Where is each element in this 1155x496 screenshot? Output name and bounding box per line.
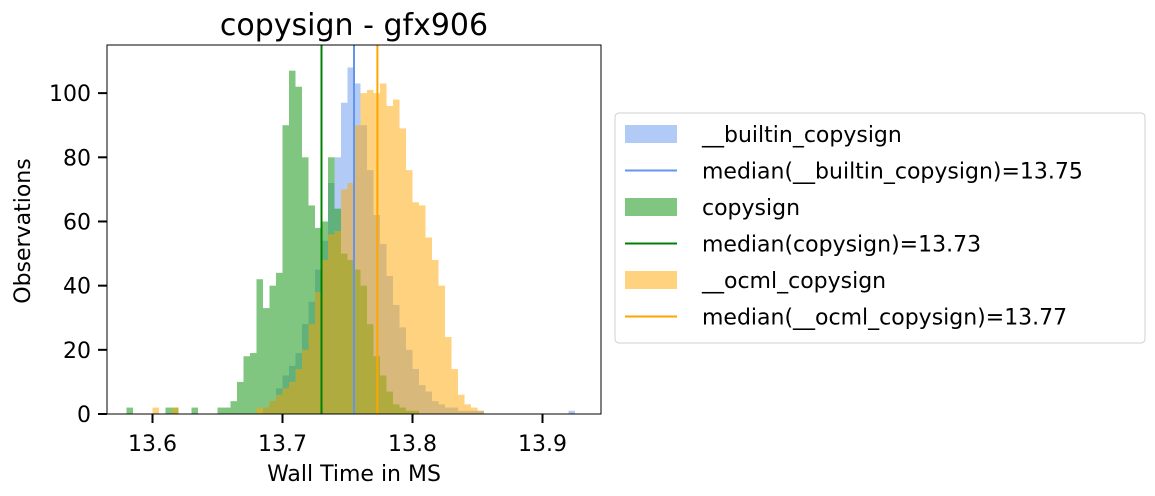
hist-bar <box>165 407 172 414</box>
legend-swatch <box>625 125 677 143</box>
hist-bar <box>230 401 237 414</box>
hist-bar <box>289 381 296 414</box>
hist-bar <box>347 182 354 414</box>
legend-item: median(copysign)=13.73 <box>625 233 981 258</box>
hist-bar <box>289 70 296 415</box>
hist-bar <box>217 407 224 414</box>
legend-label: median(copysign)=13.73 <box>702 233 981 258</box>
x-tick-label: 13.7 <box>258 432 307 457</box>
hist-bar <box>295 86 302 414</box>
hist-bar <box>477 410 484 414</box>
hist-bar <box>126 407 133 414</box>
hist-bar <box>256 407 263 414</box>
legend-frame <box>614 112 1146 344</box>
y-tick-label: 100 <box>49 82 91 107</box>
hist-bar <box>152 407 159 414</box>
hist-bar <box>360 93 367 414</box>
hist-bar <box>367 89 374 414</box>
legend-item: __builtin_copysign <box>625 123 902 148</box>
hist-bar <box>425 237 432 414</box>
hist-bar <box>269 285 276 414</box>
hist-bar <box>464 404 471 414</box>
legend-label: copysign <box>702 196 800 221</box>
x-tick-label: 13.6 <box>128 432 177 457</box>
hist-bar <box>250 353 257 414</box>
hist-bar <box>451 369 458 414</box>
hist-bar <box>419 205 426 414</box>
hist-bar <box>191 407 198 414</box>
x-axis: 13.6 13.7 13.8 13.9 <box>128 414 567 457</box>
plot-frame <box>106 44 602 415</box>
hist-bar <box>276 394 283 414</box>
legend-label: __builtin_copysign <box>701 123 902 148</box>
hist-bar <box>341 189 348 414</box>
hist-bar <box>321 259 328 414</box>
legend-label: median(__builtin_copysign)=13.75 <box>702 160 1083 185</box>
y-tick-label: 80 <box>63 146 91 171</box>
x-axis-label: Wall Time in MS <box>267 462 441 487</box>
legend-item: __ocml_copysign <box>625 269 886 294</box>
x-tick-label: 13.9 <box>518 432 567 457</box>
hist-bar <box>308 324 315 414</box>
hist-bar <box>432 259 439 414</box>
hist-bar <box>237 381 244 414</box>
legend-item: median(__builtin_copysign)=13.75 <box>625 160 1083 185</box>
hist-bar <box>282 125 289 414</box>
y-axis-label: Observations <box>11 158 36 303</box>
hist-bar <box>295 369 302 414</box>
x-tick-label: 13.8 <box>388 432 437 457</box>
hist-bar <box>263 407 270 414</box>
hist-bar <box>315 292 322 414</box>
hist-bar <box>256 279 263 414</box>
hist-bar <box>568 410 575 414</box>
legend-label: __ocml_copysign <box>701 269 886 294</box>
hist-bar <box>471 407 478 414</box>
hist-bar <box>276 272 283 414</box>
hist-bar <box>308 205 315 414</box>
hist-bar <box>386 105 393 415</box>
legend-swatch <box>625 198 677 216</box>
hist-bar <box>224 407 231 414</box>
hist-bar <box>302 349 309 414</box>
legend: __builtin_copysign median(__builtin_copys… <box>614 112 1146 344</box>
hist-bar <box>380 83 387 415</box>
hist-bar <box>172 407 179 414</box>
legend-item: copysign <box>625 196 800 221</box>
legend-item: median(__ocml_copysign)=13.77 <box>625 306 1067 331</box>
hist-bar <box>438 285 445 414</box>
hist-bar <box>406 170 413 414</box>
hist-bar <box>269 401 276 414</box>
hist-bar <box>393 99 400 415</box>
y-tick-label: 40 <box>63 275 91 300</box>
y-tick-label: 20 <box>63 339 91 364</box>
legend-label: median(__ocml_copysign)=13.77 <box>702 306 1067 331</box>
hist-bar <box>445 336 452 414</box>
hist-bar <box>243 356 250 414</box>
hist-bar <box>302 157 309 414</box>
y-axis: 0 20 40 60 80 100 <box>49 82 107 428</box>
hist-bar <box>328 234 335 414</box>
hist-bar <box>458 394 465 414</box>
y-tick-label: 60 <box>63 210 91 235</box>
hist-bar <box>412 202 419 414</box>
legend-swatch <box>625 271 677 289</box>
bars-layer <box>126 67 575 415</box>
y-tick-label: 0 <box>77 403 91 428</box>
hist-bar <box>334 231 341 414</box>
median-lines-layer <box>320 45 379 414</box>
hist-bar <box>263 308 270 414</box>
hist-bar <box>399 128 406 414</box>
chart-title: copysign - gfx906 <box>220 8 488 43</box>
hist-bar <box>354 125 361 414</box>
hist-bar <box>282 388 289 414</box>
